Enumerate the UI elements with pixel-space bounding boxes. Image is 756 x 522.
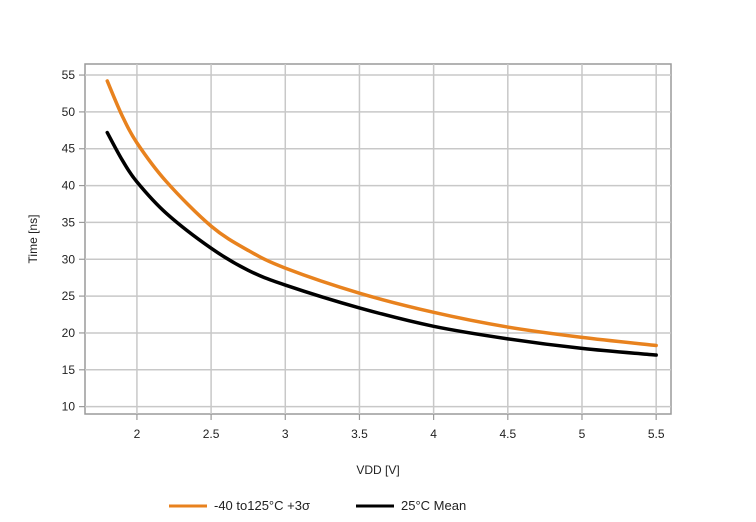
x-tick-label-3: 3.5 bbox=[351, 427, 368, 441]
y-tick-label-2: 20 bbox=[62, 326, 76, 340]
x-tick-label-7: 5.5 bbox=[648, 427, 665, 441]
y-tick-label-1: 15 bbox=[62, 363, 76, 377]
legend-label-series-1: 25°C Mean bbox=[401, 498, 466, 513]
series-line-1 bbox=[105, 130, 658, 357]
plot-area bbox=[84, 63, 672, 415]
y-tick-label-9: 55 bbox=[62, 68, 76, 82]
x-tick-label-4: 4 bbox=[430, 427, 437, 441]
series-line-0 bbox=[105, 79, 658, 348]
x-tick-label-6: 5 bbox=[579, 427, 586, 441]
legend-label-series-0: -40 to125°C +3σ bbox=[214, 498, 310, 513]
y-tick-label-4: 30 bbox=[62, 252, 76, 266]
legend: -40 to125°C +3σ 25°C Mean bbox=[169, 498, 466, 513]
y-tick-label-3: 25 bbox=[62, 289, 76, 303]
x-tick-label-0: 2 bbox=[134, 427, 141, 441]
y-tick-label-0: 10 bbox=[62, 400, 76, 414]
x-axis-label: VDD [V] bbox=[356, 463, 399, 477]
x-axis-ticks: 2 2.5 3 3.5 4 4.5 5 5.5 bbox=[134, 414, 665, 441]
grid-lines bbox=[85, 64, 671, 414]
x-tick-label-1: 2.5 bbox=[203, 427, 220, 441]
series-lines bbox=[105, 79, 658, 357]
y-tick-label-6: 40 bbox=[62, 179, 76, 193]
y-axis-ticks: 10 15 20 25 30 35 40 45 50 55 bbox=[62, 68, 85, 414]
x-tick-label-5: 4.5 bbox=[499, 427, 516, 441]
y-tick-label-5: 35 bbox=[62, 215, 76, 229]
y-tick-label-8: 50 bbox=[62, 105, 76, 119]
y-axis-label: Time [ns] bbox=[26, 215, 40, 264]
y-tick-label-7: 45 bbox=[62, 142, 76, 156]
x-tick-label-2: 3 bbox=[282, 427, 289, 441]
